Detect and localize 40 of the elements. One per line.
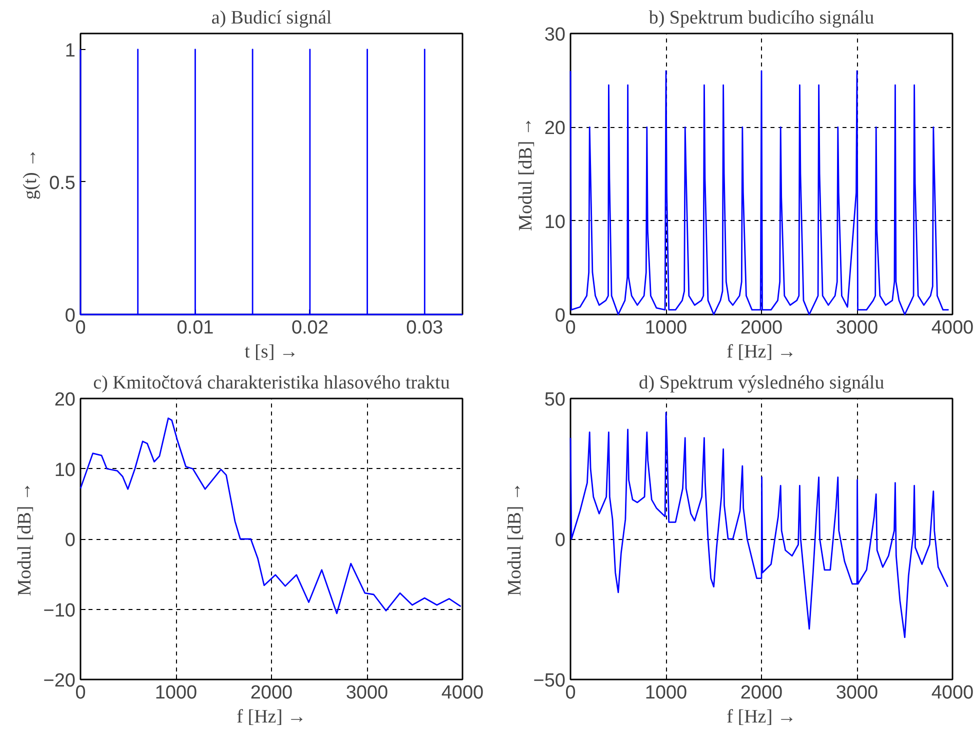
x-tick-label: 1000 [644,682,688,704]
y-tick-label: −20 [43,670,76,692]
y-tick-label: 10 [544,212,566,233]
y-tick-label: 20 [544,118,566,140]
x-axis-title: f [Hz] → [236,706,306,728]
chart-title: c) Kmitočtová charakteristika hlasového traktu [93,372,450,394]
y-tick-label: 20 [54,390,76,410]
y-tick-label: 0 [554,530,566,551]
y-axis-title: Modul [dB] → [515,117,536,231]
x-tick-label: 0.02 [291,318,328,338]
x-tick-label: 4000 [441,682,484,704]
x-axis-title: f [Hz] → [726,342,796,362]
chart-title: b) Spektrum budicího signálu [648,8,875,28]
y-tick-label: 1 [64,40,76,62]
x-tick-label: 1000 [644,318,688,338]
y-tick-label: 0.5 [49,172,76,194]
x-tick-label: 3000 [346,682,388,704]
chart-title: d) Spektrum výsledného signálu [638,372,885,394]
chart-title: a) Budicí signál [211,8,332,28]
x-axis-title: f [Hz] → [726,706,796,728]
x-tick-label: 0.01 [176,318,214,338]
x-tick-label: 2000 [740,318,783,338]
x-tick-label: 3000 [836,682,878,704]
y-tick-label: 50 [544,390,566,410]
y-axis-title: Modul [dB] → [504,482,526,596]
y-tick-label: −50 [533,670,566,692]
y-tick-label: −10 [43,600,76,622]
x-axis-title: t [s] → [244,342,298,362]
x-tick-label: 0.03 [406,318,444,338]
x-tick-label: 1000 [154,682,198,704]
y-axis-title: Modul [dB] → [14,482,36,596]
x-tick-label: 3000 [836,318,878,338]
y-axis-title: g(t) → [20,148,42,200]
y-tick-label: 30 [544,24,566,46]
x-tick-label: 2000 [250,682,293,704]
y-tick-label: 0 [64,530,76,551]
x-tick-label: 4000 [931,318,974,338]
y-tick-label: 10 [54,460,76,481]
x-tick-label: 2000 [740,682,783,704]
x-tick-label: 4000 [931,682,974,704]
